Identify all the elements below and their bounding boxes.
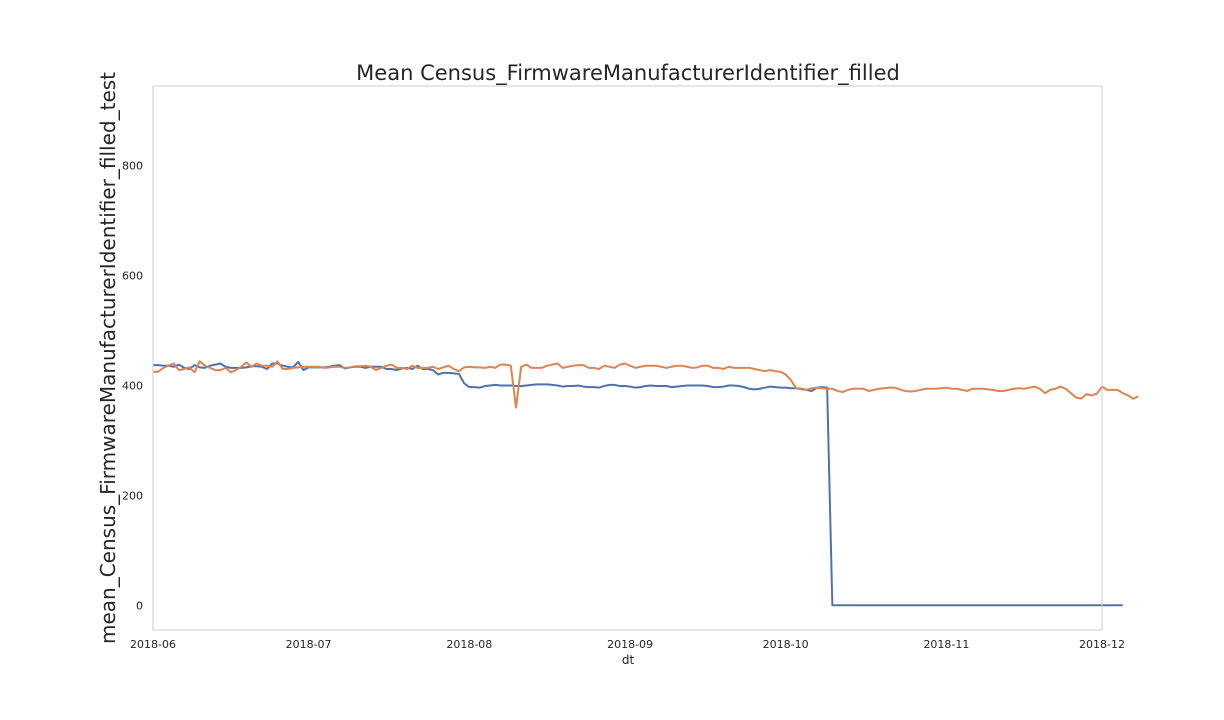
x-axis-label: dt — [622, 653, 635, 667]
x-tick-label: 2018-09 — [607, 638, 653, 651]
y-tick-label: 400 — [122, 379, 143, 392]
plot-frame — [152, 85, 1103, 631]
x-tick-label: 2018-10 — [763, 638, 809, 651]
y-axis-label: mean_Census_FirmwareManufacturerIdentifi… — [96, 72, 120, 644]
x-tick-label: 2018-06 — [130, 638, 176, 651]
series-layer — [153, 360, 1139, 607]
chart-title: Mean Census_FirmwareManufacturerIdentifi… — [356, 61, 900, 86]
x-tick-label: 2018-12 — [1079, 638, 1125, 651]
series-line-0 — [153, 360, 1123, 607]
y-tick-label: 200 — [122, 489, 143, 502]
y-axis-ticks: 0 200 400 600 800 — [122, 160, 143, 613]
series-line-1 — [153, 360, 1139, 409]
y-tick-label: 800 — [122, 160, 143, 173]
x-tick-label: 2018-07 — [286, 638, 332, 651]
x-tick-label: 2018-11 — [923, 638, 969, 651]
y-tick-label: 600 — [122, 270, 143, 283]
x-axis-ticks: 2018-06 2018-07 2018-08 2018-09 2018-10 2018-… — [130, 638, 1125, 651]
x-tick-label: 2018-08 — [446, 638, 492, 651]
y-tick-label: 0 — [136, 599, 143, 612]
